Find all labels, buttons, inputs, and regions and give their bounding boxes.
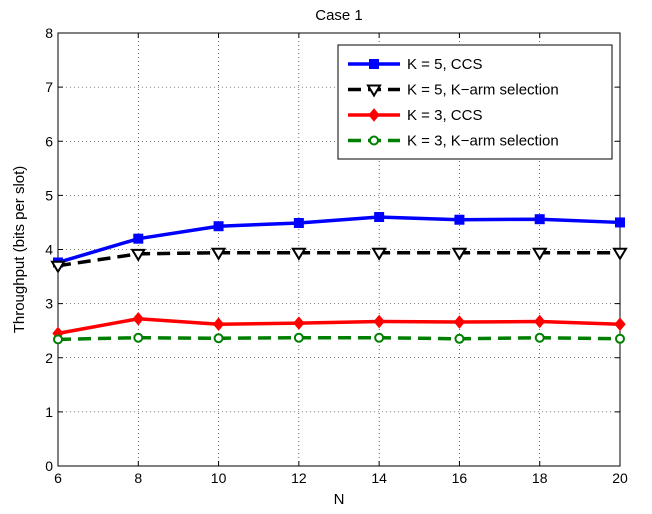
data-point-triangle: [210, 247, 227, 261]
data-point-diamond: [373, 314, 385, 329]
x-axis-label: N: [334, 491, 345, 508]
series-2: [50, 247, 628, 274]
data-point-circle: [454, 333, 465, 344]
data-point-circle: [293, 332, 304, 343]
series-line: [57, 250, 620, 268]
data-point-triangle: [130, 248, 147, 262]
data-point-triangle: [366, 84, 382, 98]
data-point-triangle: [291, 247, 307, 261]
data-point-circle: [534, 332, 545, 343]
data-point-diamond: [132, 311, 144, 326]
y-tick-label: 8: [45, 25, 53, 41]
series-line: [57, 335, 621, 342]
data-point-diamond: [453, 315, 466, 329]
data-point-triangle: [451, 247, 468, 261]
data-point-square: [369, 59, 379, 69]
data-point-square: [213, 221, 224, 232]
y-tick-label: 4: [45, 242, 53, 258]
y-tick-label: 0: [45, 458, 53, 474]
data-point-diamond: [614, 317, 626, 331]
data-point-circle: [133, 332, 144, 343]
data-point-square: [293, 217, 304, 228]
chart-title: Case 1: [315, 7, 363, 24]
x-tick-label: 20: [612, 470, 628, 486]
legend-label: K = 3, K−arm selection: [407, 133, 559, 150]
x-tick-label: 14: [371, 470, 387, 486]
data-point-diamond: [534, 314, 546, 329]
x-tick-label: 8: [134, 470, 142, 486]
series-line: [57, 317, 621, 336]
data-point-triangle: [531, 247, 548, 261]
data-point-triangle: [612, 247, 628, 261]
data-point-circle: [53, 334, 63, 345]
x-tick-label: 16: [452, 470, 468, 486]
legend-label: K = 3, CCS: [407, 107, 482, 124]
y-axis-label: Throughput (bits per slot): [11, 166, 28, 334]
y-tick-label: 2: [45, 350, 53, 366]
data-point-square: [534, 214, 545, 225]
series-4: [53, 332, 625, 345]
legend-entry: K = 5, CCS: [348, 56, 482, 73]
data-point-square: [133, 233, 144, 244]
data-point-square: [454, 214, 465, 225]
y-tick-label: 6: [45, 133, 53, 149]
series-line: [57, 215, 621, 265]
data-point-circle: [369, 135, 379, 146]
data-point-triangle: [50, 260, 66, 274]
data-point-diamond: [212, 317, 225, 331]
legend-entry: K = 3, CCS: [348, 107, 482, 124]
data-point-circle: [213, 333, 224, 344]
y-tick-label: 3: [45, 296, 53, 312]
data-point-triangle: [371, 247, 387, 261]
data-point-square: [615, 217, 625, 228]
x-tick-label: 10: [211, 470, 227, 486]
legend-entry: K = 5, K−arm selection: [348, 82, 559, 99]
data-point-circle: [374, 332, 385, 343]
series-layer: [50, 212, 628, 345]
y-tick-label: 1: [45, 404, 53, 420]
y-tick-label: 7: [45, 79, 53, 95]
data-point-square: [374, 212, 385, 223]
series-3: [52, 311, 626, 341]
legend-entry: K = 3, K−arm selection: [348, 133, 559, 150]
y-tick-label: 5: [45, 187, 53, 203]
legend-label: K = 5, K−arm selection: [407, 82, 559, 99]
x-tick-label: 6: [54, 470, 62, 486]
data-point-diamond: [368, 108, 380, 122]
x-tick-label: 18: [532, 470, 548, 486]
data-point-diamond: [293, 316, 305, 330]
x-tick-label: 12: [291, 470, 307, 486]
legend: K = 5, CCS K = 5, K−arm selection K = 3, C…: [337, 44, 613, 160]
legend-label: K = 5, CCS: [407, 56, 482, 73]
data-point-circle: [615, 333, 625, 344]
